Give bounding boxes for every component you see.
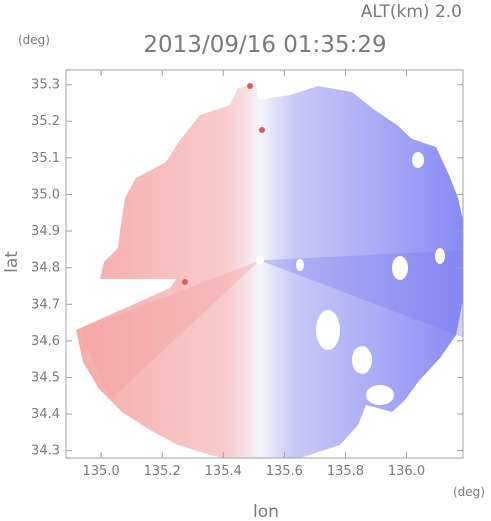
x-unit-label: (deg) bbox=[453, 485, 485, 499]
y-tick-label: 35.3 bbox=[31, 78, 60, 93]
x-axis-title: lon bbox=[253, 502, 279, 521]
y-tick-label: 34.5 bbox=[31, 370, 60, 385]
x-tick-label: 135.8 bbox=[327, 464, 364, 479]
strong-echo-spot bbox=[247, 83, 253, 89]
y-tick-label: 35.1 bbox=[31, 151, 60, 166]
y-tick-label: 34.6 bbox=[31, 334, 60, 349]
plot-frame bbox=[65, 69, 464, 459]
strong-recede-sector bbox=[80, 260, 260, 400]
velocity-field bbox=[76, 83, 463, 458]
y-tick-label: 34.4 bbox=[31, 407, 60, 422]
x-tick-label: 135.4 bbox=[205, 464, 242, 479]
y-tick-label: 35.2 bbox=[31, 114, 60, 129]
echo-gap bbox=[366, 385, 394, 405]
radar-site-marker bbox=[255, 256, 264, 265]
y-axis: 34.3 34.4 34.5 34.6 34.7 34.8 34.9 35.0 35.1 35.2… bbox=[31, 78, 463, 459]
echo-gap bbox=[296, 259, 304, 271]
y-tick-label: 35.0 bbox=[31, 187, 60, 202]
y-tick-label: 34.9 bbox=[31, 224, 60, 239]
echo-gap bbox=[435, 248, 445, 264]
altitude-label: ALT(km) 2.0 bbox=[361, 2, 462, 22]
x-tick-label: 135.6 bbox=[266, 464, 303, 479]
y-tick-label: 34.7 bbox=[31, 297, 60, 312]
y-axis-title: lat bbox=[2, 251, 22, 273]
chart-title: 2013/09/16 01:35:29 bbox=[143, 32, 386, 58]
echo-gap bbox=[392, 256, 408, 280]
x-axis: 135.0 135.2 135.4 135.6 135.8 136.0 bbox=[83, 70, 425, 479]
strong-echo-spot bbox=[259, 127, 265, 133]
strong-approach-sector bbox=[259, 250, 463, 338]
x-tick-label: 135.2 bbox=[144, 464, 181, 479]
x-tick-label: 136.0 bbox=[388, 464, 425, 479]
y-unit-label: (deg) bbox=[18, 33, 50, 47]
echo-gap bbox=[352, 346, 372, 374]
echo-gap bbox=[316, 310, 340, 350]
x-tick-label: 135.0 bbox=[83, 464, 120, 479]
echo-gap bbox=[412, 152, 424, 168]
y-tick-label: 34.8 bbox=[31, 261, 60, 276]
strong-echo-spot bbox=[182, 279, 188, 285]
y-tick-label: 34.3 bbox=[31, 444, 60, 459]
